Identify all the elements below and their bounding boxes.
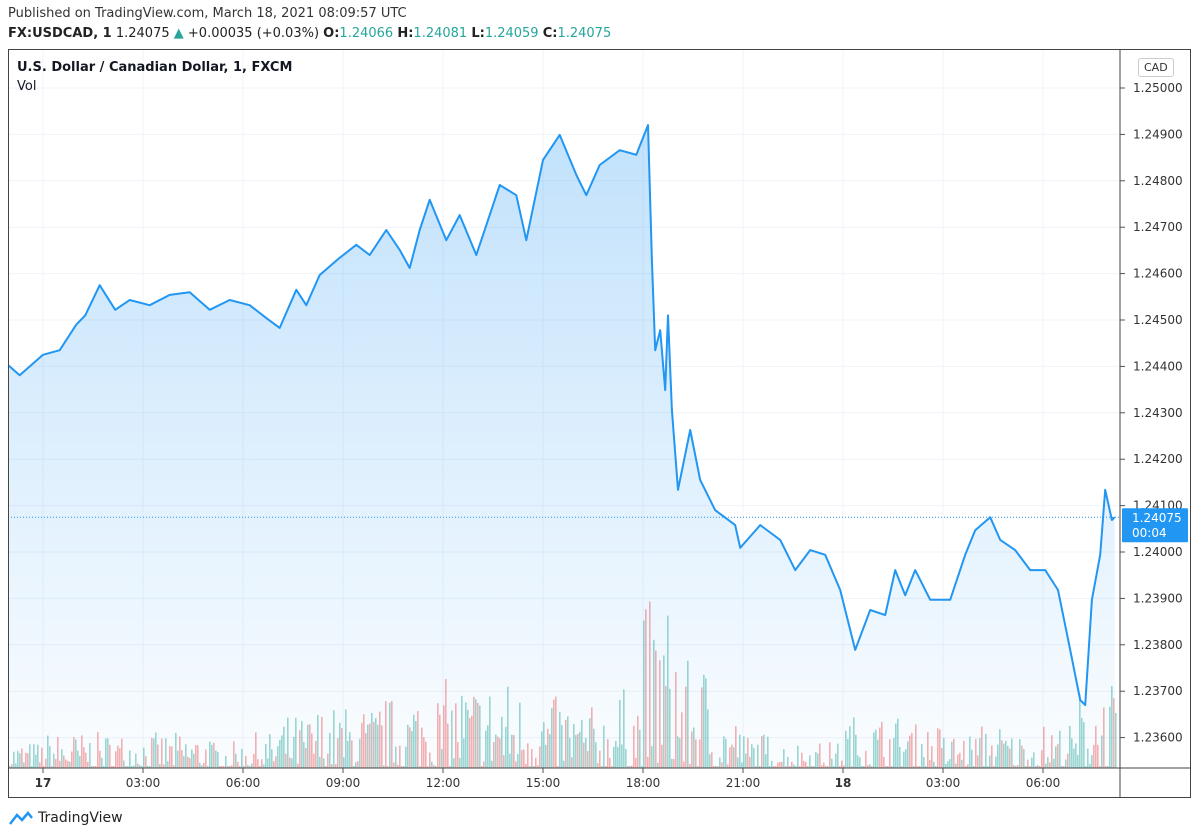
chart-frame (8, 49, 1191, 798)
y-tick-label: 1.24800 (1133, 174, 1183, 188)
chart-title: U.S. Dollar / Canadian Dollar, 1, FXCM (17, 60, 293, 75)
close-value: 1.24075 (557, 26, 612, 41)
x-tick-label: 03:00 (126, 776, 161, 790)
x-tick-label: 18 (835, 776, 852, 790)
y-tick-label: 1.23600 (1133, 731, 1183, 745)
open-value: 1.24066 (339, 26, 394, 41)
symbol: FX:USDCAD, 1 (8, 26, 112, 41)
ohlc-bar: FX:USDCAD, 1 1.24075 ▲ +0.00035 (+0.03%)… (8, 26, 611, 41)
current-price-label-bg (1122, 508, 1188, 543)
low-label: L: (471, 26, 485, 41)
y-tick-label: 1.24500 (1133, 313, 1183, 327)
x-tick-label: 06:00 (226, 776, 261, 790)
y-tick-label: 1.23900 (1133, 591, 1183, 605)
y-tick-label: 1.23700 (1133, 684, 1183, 698)
y-tick-label: 1.24700 (1133, 220, 1183, 234)
x-tick-label: 18:00 (626, 776, 661, 790)
triangle-up-icon: ▲ (173, 26, 184, 41)
x-tick-label: 06:00 (1026, 776, 1061, 790)
tradingview-logo[interactable]: TradingView (8, 810, 123, 826)
y-tick-label: 1.24000 (1133, 545, 1183, 559)
change: +0.00035 (+0.03%) (187, 26, 320, 41)
high-value: 1.24081 (413, 26, 468, 41)
x-tick-label: 15:00 (526, 776, 561, 790)
current-price-label: 1.24075 (1132, 511, 1182, 525)
brand-name: TradingView (38, 810, 123, 826)
y-tick-label: 1.23800 (1133, 638, 1183, 652)
x-tick-label: 09:00 (326, 776, 361, 790)
y-tick-label: 1.24900 (1133, 127, 1183, 141)
currency-label[interactable]: CAD (1138, 58, 1174, 77)
x-tick-label: 03:00 (926, 776, 961, 790)
x-tick-label: 21:00 (726, 776, 761, 790)
volume-label: Vol (17, 79, 37, 94)
published-info: Published on TradingView.com, March 18, … (8, 6, 407, 21)
last-price: 1.24075 (115, 26, 170, 41)
x-tick-label: 12:00 (426, 776, 461, 790)
low-value: 1.24059 (484, 26, 539, 41)
y-tick-label: 1.24300 (1133, 406, 1183, 420)
y-tick-label: 1.24200 (1133, 452, 1183, 466)
x-tick-label: 17 (35, 776, 52, 790)
y-tick-label: 1.24400 (1133, 359, 1183, 373)
y-tick-label: 1.24600 (1133, 267, 1183, 281)
tradingview-cloud-icon (9, 811, 33, 825)
close-label: C: (542, 26, 558, 41)
price-area (8, 125, 1115, 768)
high-label: H: (397, 26, 414, 41)
y-tick-label: 1.25000 (1133, 81, 1183, 95)
volume-bar (1115, 713, 1117, 768)
bar-countdown: 00:04 (1132, 526, 1167, 540)
price-line (8, 124, 1116, 707)
open-label: O: (323, 26, 340, 41)
